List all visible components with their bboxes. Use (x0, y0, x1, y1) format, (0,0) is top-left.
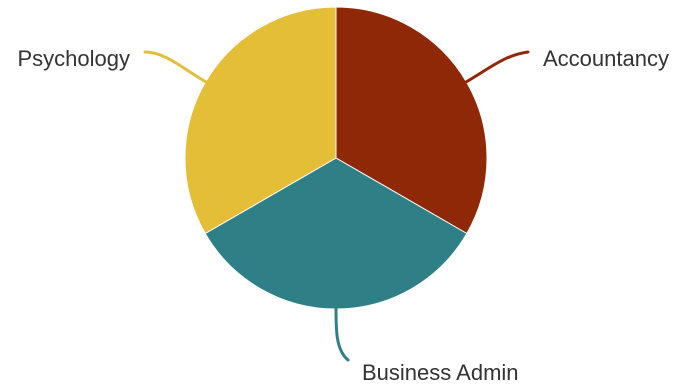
pie-slices (184, 6, 488, 310)
leader-line-psychology (143, 50, 208, 84)
leader-line-business-admin (334, 307, 350, 362)
slice-label-accountancy: Accountancy (543, 46, 669, 71)
leader-line-accountancy (464, 50, 530, 84)
slice-labels: Accountancy Business Admin Psychology (17, 46, 668, 385)
slice-label-business-admin: Business Admin (362, 360, 519, 385)
slice-label-psychology: Psychology (17, 46, 130, 71)
label-leader-lines (143, 50, 530, 362)
